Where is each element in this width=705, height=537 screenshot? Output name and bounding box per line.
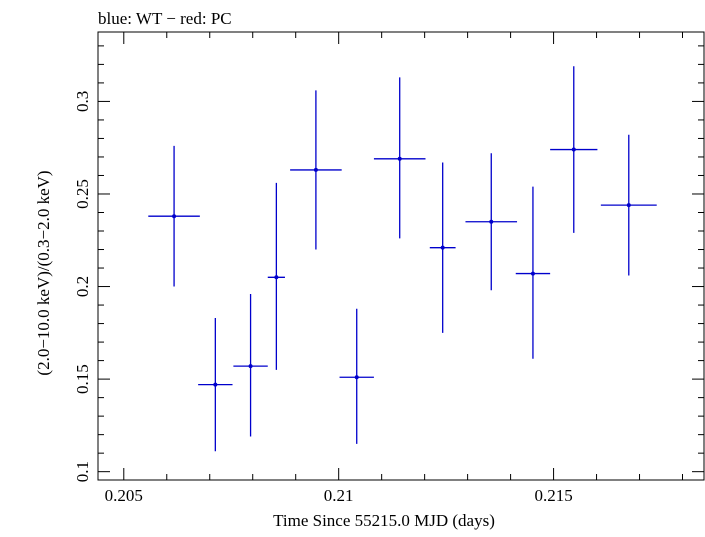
x-tick-label: 0.21	[324, 486, 354, 505]
data-point	[339, 308, 374, 444]
point-marker	[248, 364, 253, 369]
y-tick-label: 0.2	[73, 276, 92, 297]
point-marker	[626, 203, 631, 208]
y-tick-label: 0.25	[73, 179, 92, 209]
data-point	[148, 145, 200, 287]
point-marker	[313, 167, 318, 172]
chart-title: blue: WT − red: PC	[98, 9, 232, 28]
point-marker	[274, 275, 279, 280]
point-marker	[397, 156, 402, 161]
point-marker	[571, 147, 576, 152]
y-tick-label: 0.3	[73, 91, 92, 112]
data-point	[373, 77, 426, 239]
tick-marks: 0.205 0.21 0.215 0.1 0.15 0.2 0.25 0.3	[73, 32, 704, 505]
y-tick-label: 0.1	[73, 461, 92, 482]
data-point	[233, 293, 268, 437]
point-marker	[172, 214, 177, 219]
data-point	[550, 66, 598, 233]
data-point	[429, 162, 456, 333]
point-marker	[530, 271, 535, 276]
point-marker	[440, 245, 445, 250]
y-axis-label: (2.0−10.0 keV)/(0.3−2.0 keV)	[34, 170, 53, 375]
point-marker	[354, 375, 359, 380]
data-point	[600, 134, 657, 276]
y-tick-label: 0.15	[73, 364, 92, 394]
x-tick-label: 0.215	[534, 486, 572, 505]
point-marker	[213, 382, 218, 387]
data-point	[267, 182, 285, 370]
data-marks	[148, 66, 657, 452]
data-point	[198, 318, 233, 452]
data-point	[515, 186, 551, 359]
x-axis-label: Time Since 55215.0 MJD (days)	[273, 511, 495, 530]
x-tick-label: 0.205	[105, 486, 143, 505]
data-point	[465, 153, 518, 291]
point-marker	[489, 219, 494, 224]
plot-frame	[97, 31, 705, 481]
data-point	[290, 90, 342, 250]
